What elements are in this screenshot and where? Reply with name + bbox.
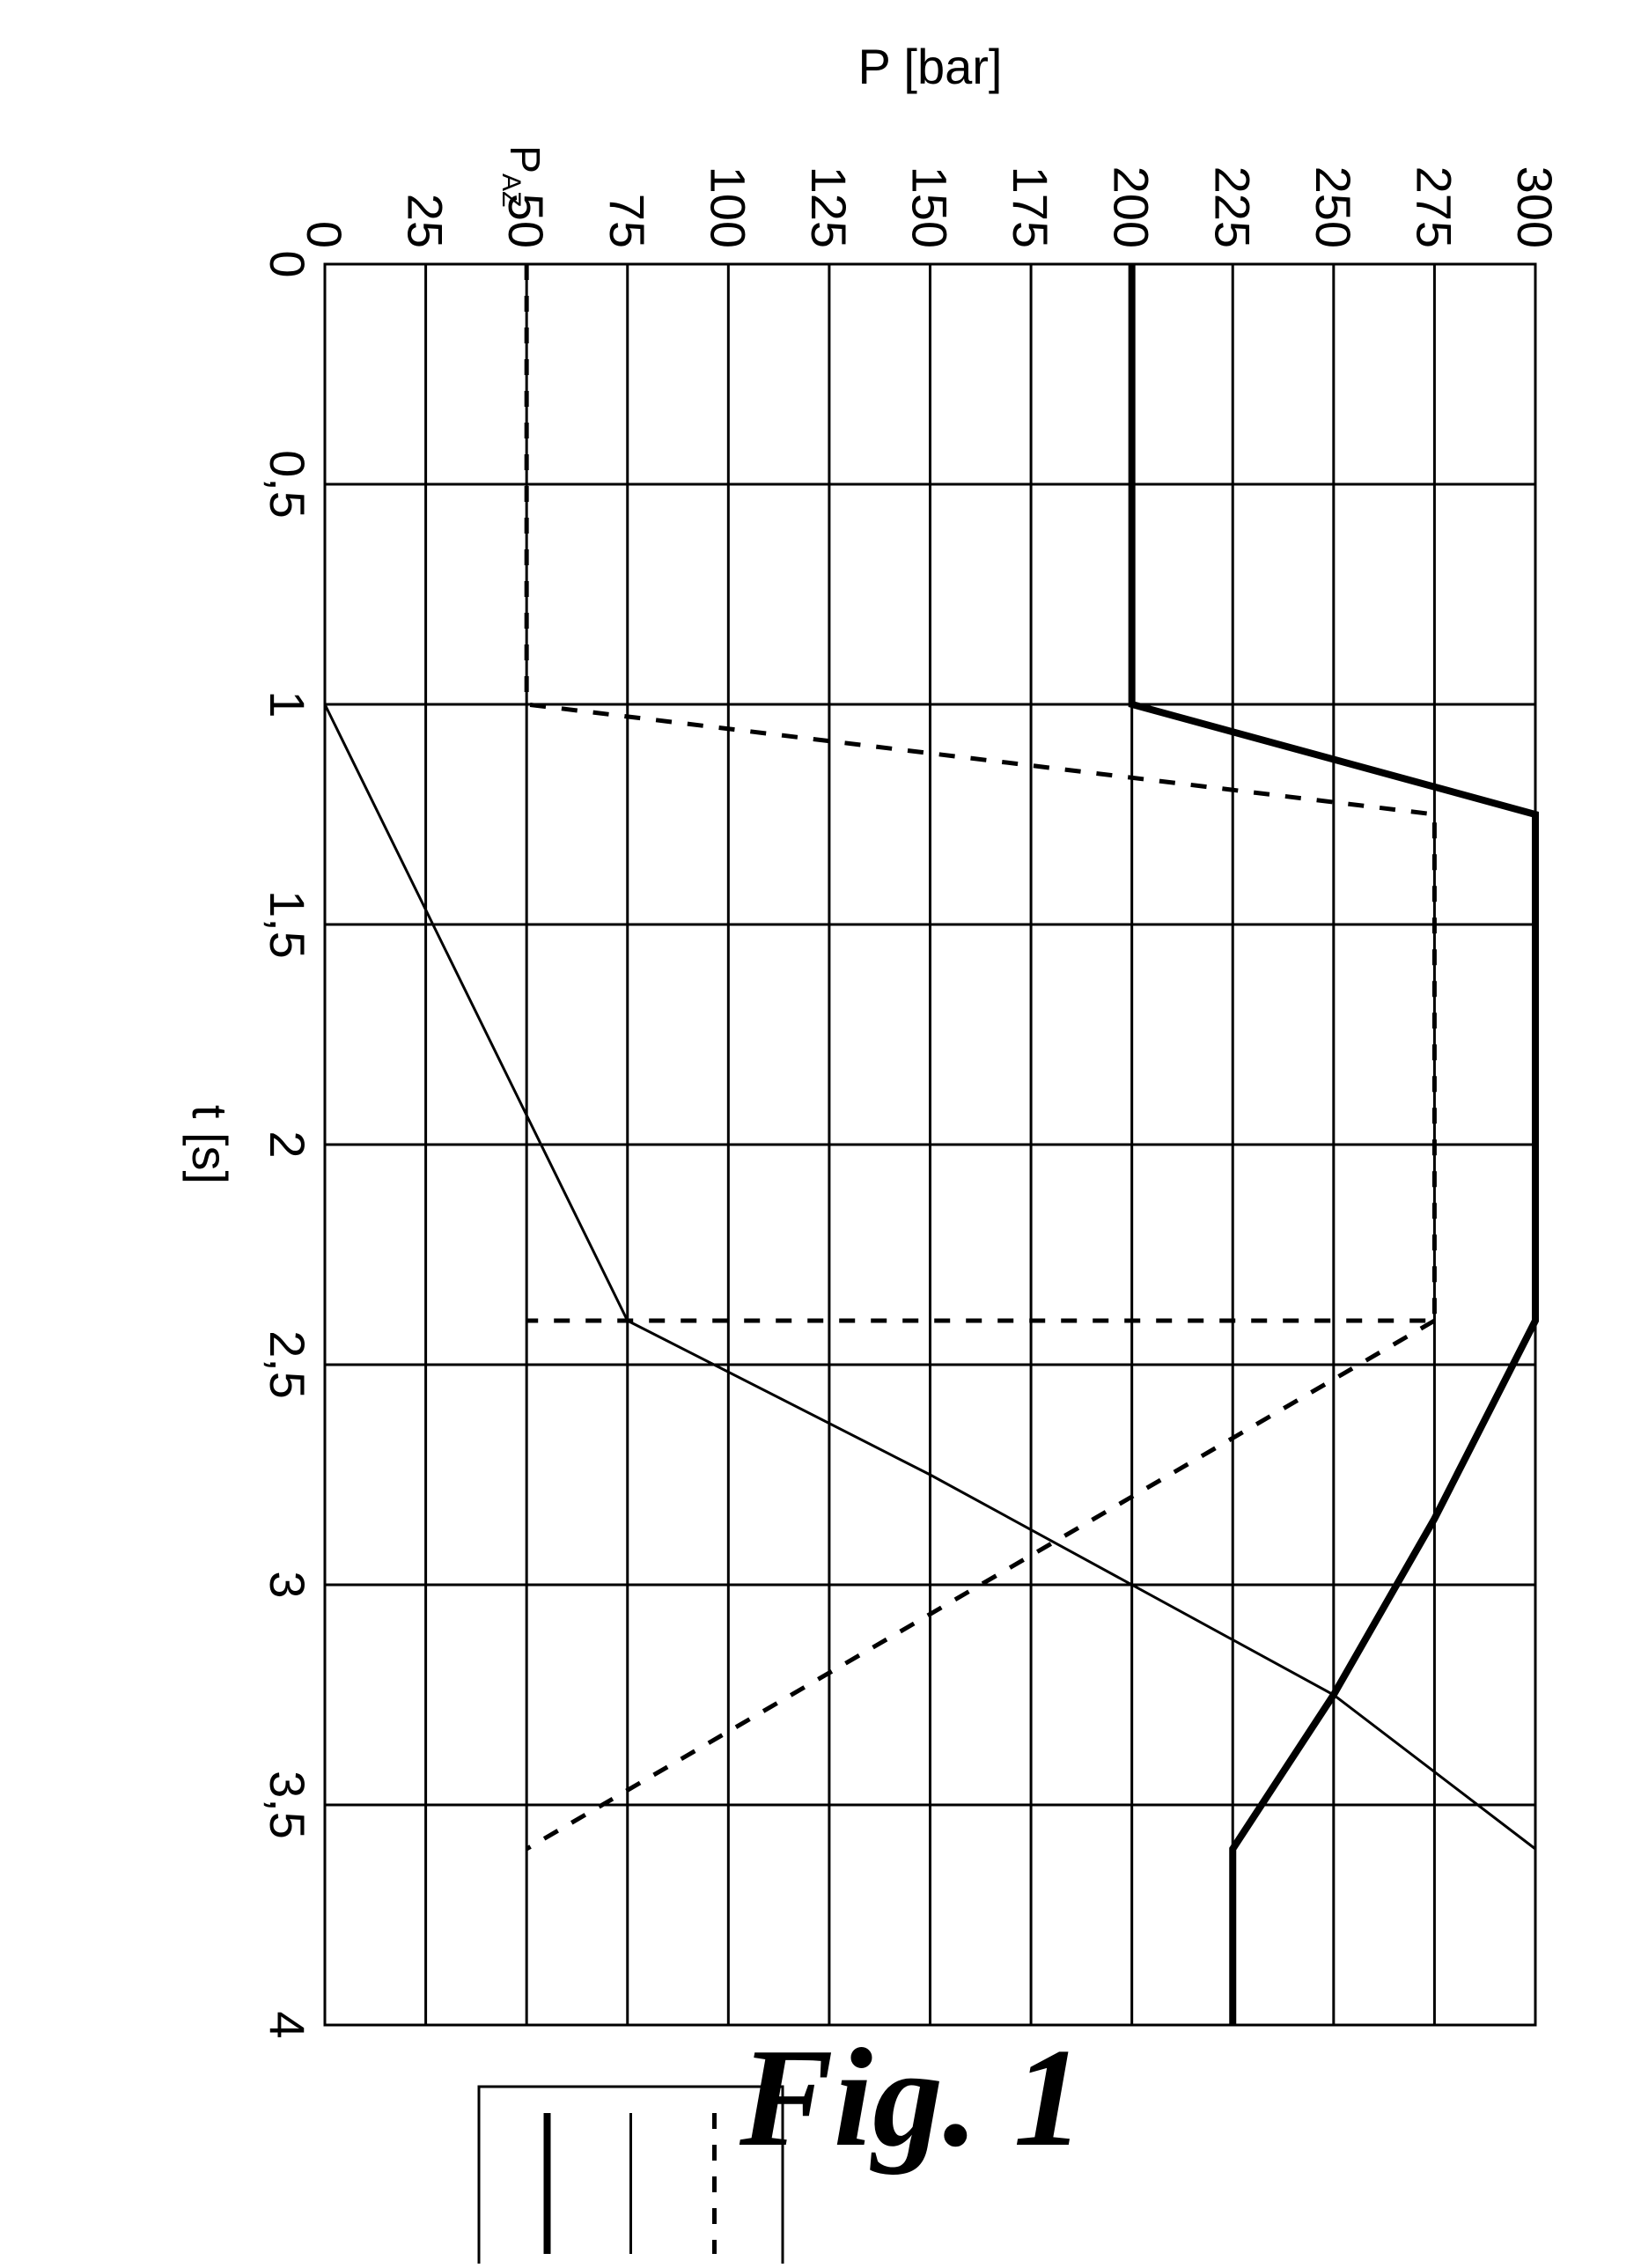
- y-tick-label: 225: [1204, 166, 1260, 248]
- y-tick-label: 125: [801, 166, 857, 248]
- figure-label: Fig. 1: [740, 2016, 1084, 2179]
- x-tick-label: 0,5: [260, 450, 315, 519]
- x-tick-label: 4: [260, 2011, 315, 2038]
- y-tick-label: 275: [1406, 166, 1461, 248]
- pressure-time-chart: 00,511,522,533,5402550751001251501752002…: [0, 0, 1641, 2264]
- y-axis-label: P [bar]: [858, 39, 1003, 94]
- chart-rotated-group: 00,511,522,533,5402550751001251501752002…: [0, 0, 1641, 2264]
- y-tick-label: 75: [600, 194, 655, 248]
- x-axis-label: t [s]: [182, 1105, 238, 1184]
- chart-bg: [0, 0, 1641, 2183]
- x-tick-label: 1: [260, 690, 315, 718]
- x-tick-label: 0: [260, 250, 315, 277]
- y-tick-label: 250: [1306, 166, 1361, 248]
- x-tick-label: 2: [260, 1130, 315, 1158]
- y-tick-label: 300: [1507, 166, 1563, 248]
- stage: 00,511,522,533,5402550751001251501752002…: [0, 0, 1641, 2264]
- x-tick-label: 2,5: [260, 1330, 315, 1399]
- y-tick-label: 0: [297, 221, 352, 248]
- y-tick-label: 25: [398, 194, 453, 248]
- y-tick-label: 200: [1104, 166, 1159, 248]
- y-tick-label: 175: [1003, 166, 1058, 248]
- x-tick-label: 3: [260, 1571, 315, 1598]
- y-tick-label: 100: [700, 166, 755, 248]
- x-tick-label: 1,5: [260, 890, 315, 959]
- x-tick-label: 3,5: [260, 1771, 315, 1839]
- y-tick-label: 150: [902, 166, 958, 248]
